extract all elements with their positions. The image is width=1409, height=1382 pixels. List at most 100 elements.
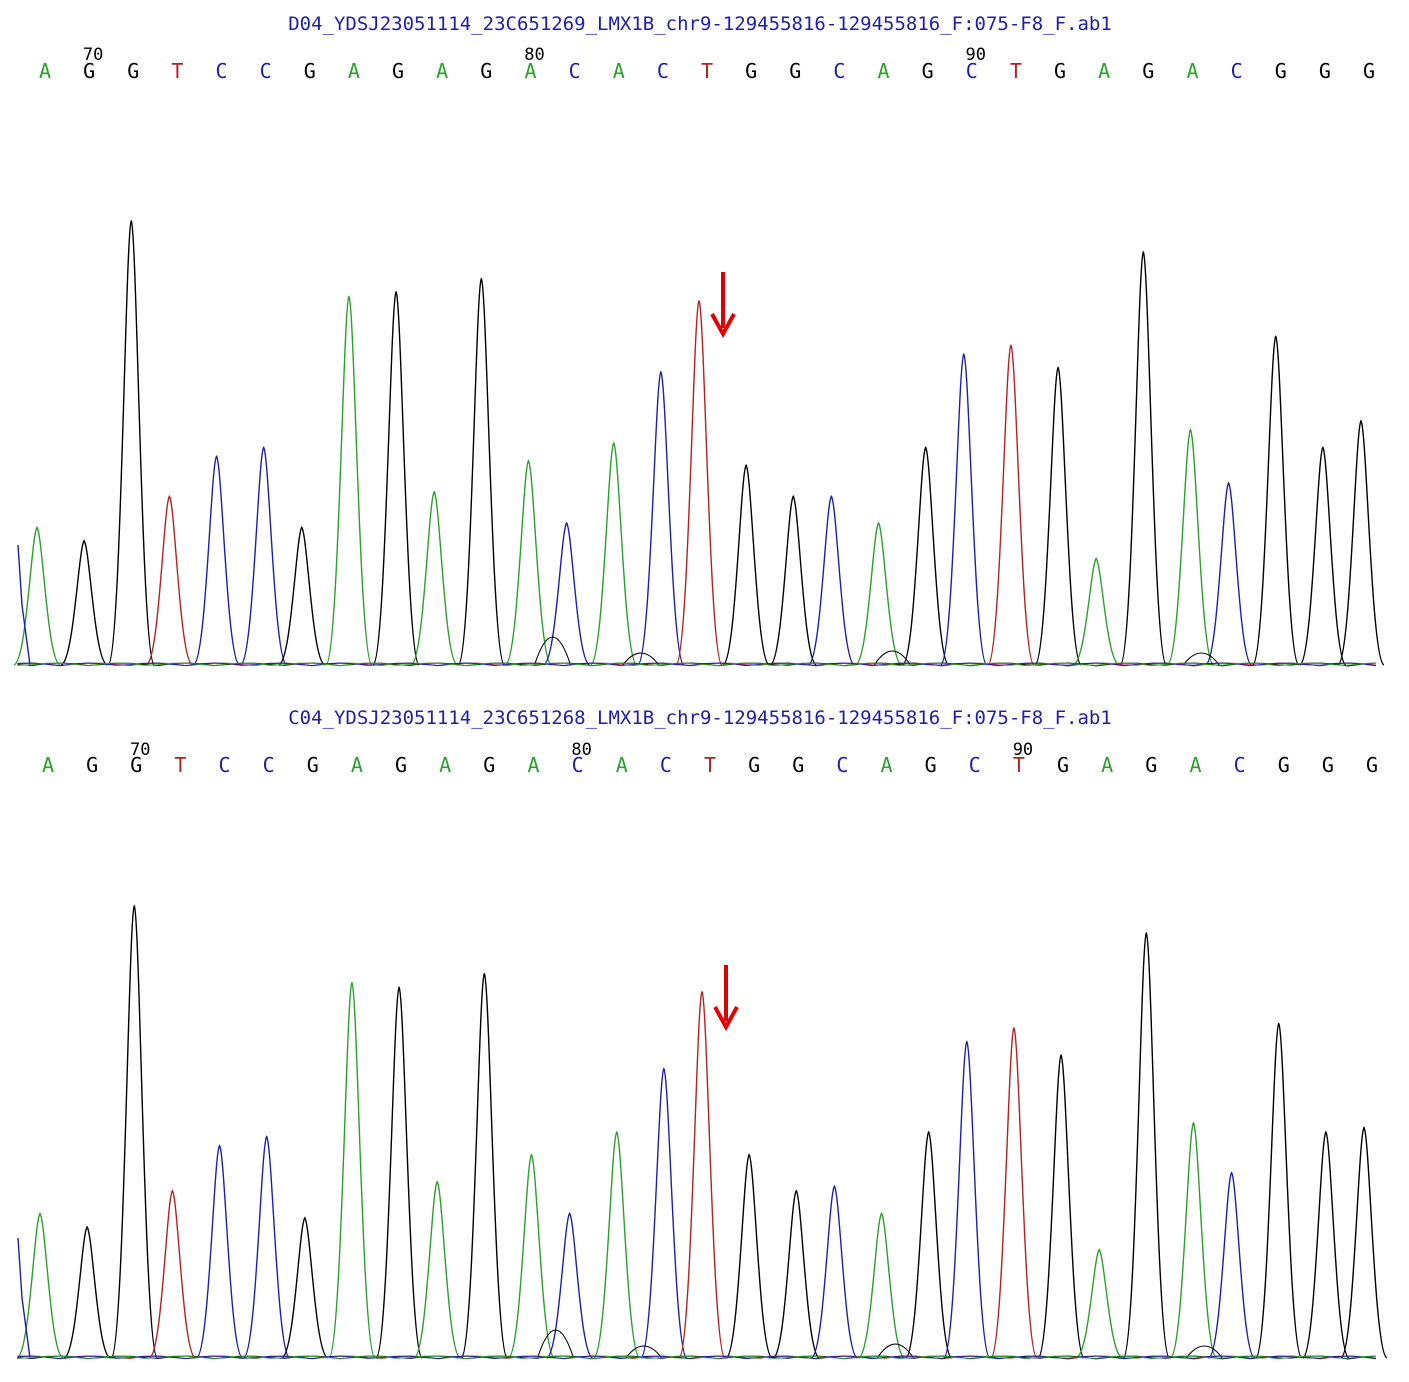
base-call: C	[657, 59, 669, 83]
trace-peak	[807, 495, 855, 666]
trace-peak	[196, 1144, 244, 1359]
base-call: C	[966, 59, 978, 83]
trace-peak	[1337, 419, 1385, 666]
trace-peak	[1205, 481, 1253, 666]
base-call: C	[263, 753, 275, 777]
secondary-peak	[537, 1329, 575, 1359]
trace-peak	[1299, 446, 1347, 666]
position-label: 90	[1013, 740, 1033, 760]
trace-peak	[281, 1216, 329, 1359]
base-call: G	[1057, 753, 1069, 777]
trace-peak	[145, 495, 193, 666]
base-call: G	[1145, 753, 1157, 777]
base-call: G	[1275, 59, 1287, 83]
base-call: C	[660, 753, 672, 777]
secondary-peak	[625, 1345, 663, 1359]
trace-peak	[504, 459, 552, 666]
base-call: A	[1101, 753, 1113, 777]
base-call: G	[86, 753, 98, 777]
base-call: A	[527, 753, 539, 777]
base-call: G	[745, 59, 757, 83]
base-call: A	[1098, 59, 1110, 83]
base-call: G	[1363, 59, 1375, 83]
base-call: G	[1366, 753, 1378, 777]
base-call: A	[878, 59, 890, 83]
base-call: C	[833, 59, 845, 83]
trace-peak	[725, 1153, 773, 1359]
trace-peak	[193, 455, 241, 666]
base-call: G	[83, 59, 95, 83]
base-call: A	[351, 753, 363, 777]
base-call: G	[789, 59, 801, 83]
base-call: G	[130, 753, 142, 777]
secondary-peak	[1185, 1345, 1223, 1359]
arrow-head	[713, 1006, 739, 1032]
base-call: C	[1231, 59, 1243, 83]
trace-peak	[1075, 1248, 1123, 1359]
trace-peak	[413, 1180, 461, 1359]
position-label: 70	[83, 45, 103, 65]
position-label: 80	[571, 740, 591, 760]
trace-peak	[460, 972, 508, 1359]
base-call: T	[171, 59, 183, 83]
base-call: C	[569, 59, 581, 83]
base-call: G	[1319, 59, 1331, 83]
base-call: T	[174, 753, 186, 777]
trace-peak	[13, 526, 61, 666]
base-call: A	[1186, 59, 1198, 83]
trace-peak	[457, 277, 505, 666]
trace-peak	[858, 1212, 905, 1359]
base-call: G	[922, 59, 934, 83]
base-call: T	[1013, 753, 1025, 777]
trace-peak	[593, 1130, 641, 1359]
secondary-peak	[876, 1343, 914, 1359]
base-call: A	[613, 59, 625, 83]
chromatogram-panel-1: D04_YDSJ23051114_23C651269_LMX1B_chr9-12…	[0, 0, 1409, 690]
trace-peak	[1122, 931, 1170, 1359]
trace-peak	[325, 295, 373, 666]
variant-arrow-icon	[713, 965, 739, 1032]
trace-peak	[148, 1189, 196, 1359]
trace-peak	[1119, 250, 1167, 666]
trace-peak	[240, 446, 288, 666]
base-call: G	[395, 753, 407, 777]
trace-peak	[640, 1067, 688, 1359]
trace-peak	[328, 981, 376, 1359]
trace-peaks	[13, 219, 1385, 666]
trace-edge	[17, 1237, 31, 1359]
base-call: A	[439, 753, 451, 777]
trace-peak	[905, 1130, 953, 1359]
trace-peak	[63, 1225, 111, 1359]
variant-arrow-icon	[710, 272, 736, 339]
base-call: G	[748, 753, 760, 777]
trace-peak	[543, 521, 591, 666]
trace-peak	[810, 1185, 858, 1359]
base-call: C	[836, 753, 848, 777]
position-label: 80	[524, 45, 544, 65]
base-call: C	[1234, 753, 1246, 777]
trace-peak	[990, 1026, 1038, 1359]
position-labels-row: 70 80 90	[83, 45, 986, 65]
trace-file-title: C04_YDSJ23051114_23C651268_LMX1B_chr9-12…	[288, 707, 1112, 729]
baseline-trace	[17, 662, 1377, 667]
trace-peak	[1255, 1022, 1303, 1359]
base-call: G	[1054, 59, 1066, 83]
baseline-trace	[17, 1355, 1377, 1360]
base-call: C	[219, 753, 231, 777]
base-call: A	[436, 59, 448, 83]
base-call: T	[704, 753, 716, 777]
trace-peak	[772, 1189, 820, 1359]
trace-peak	[637, 370, 685, 666]
baseline-trace	[17, 662, 1377, 667]
trace-peak	[902, 446, 950, 666]
trace-peaks	[16, 904, 1388, 1359]
trace-peak	[940, 352, 988, 666]
secondary-peak	[534, 636, 572, 666]
position-labels-row: 70 80 90	[130, 740, 1033, 760]
trace-peak	[107, 219, 155, 666]
base-call: G	[1142, 59, 1154, 83]
arrow-head	[710, 313, 736, 339]
position-label: 70	[130, 740, 150, 760]
base-call: C	[572, 753, 584, 777]
base-call: A	[881, 753, 893, 777]
